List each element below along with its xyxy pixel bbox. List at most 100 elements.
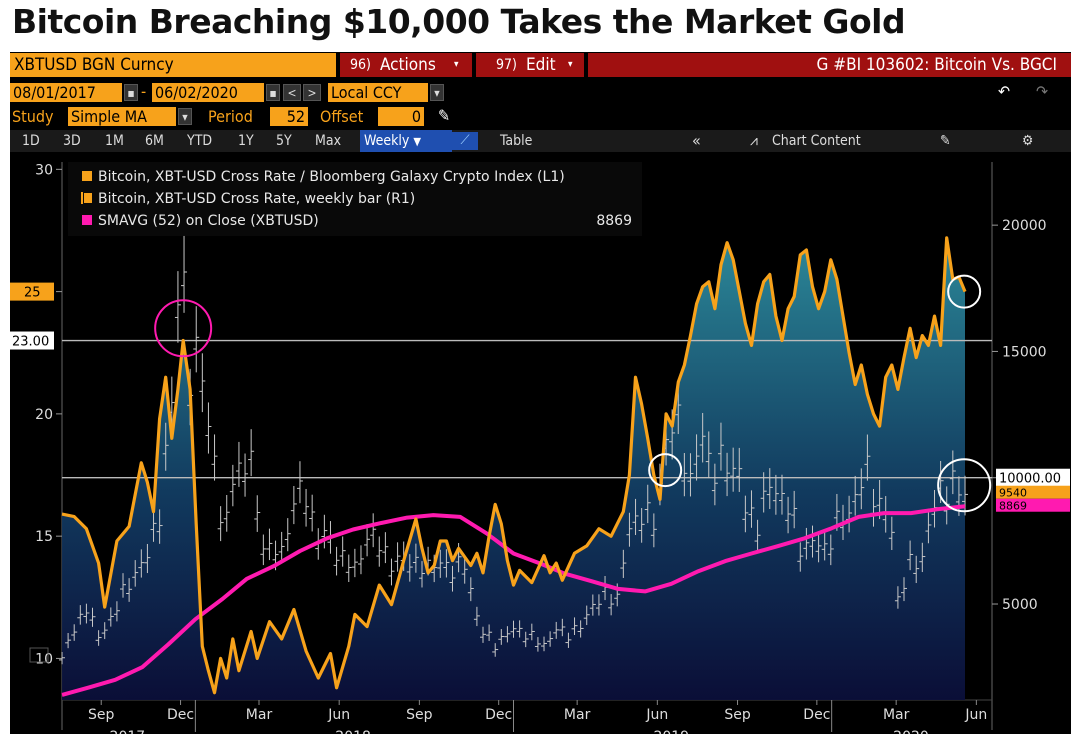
collapse-double-chevron-icon[interactable]: « [692,131,701,150]
highlight-label-box [10,331,54,350]
period-label: Period [208,107,253,126]
currency-select[interactable]: Local CCY [328,83,428,102]
range-1d[interactable]: 1D [22,133,40,149]
legend-entry-label: Bitcoin, XBT-USD Cross Rate / Bloomberg … [98,169,565,185]
x-month-label: Sep [406,707,433,723]
legend-entry-label: SMAVG (52) on Close (XBTUSD) [98,213,319,229]
triangle-down-icon: ▼ [413,135,422,148]
x-month-label: Dec [485,707,512,723]
legend-swatch [84,193,92,203]
table-button[interactable]: Table [500,133,533,149]
x-month-label: Jun [645,707,668,723]
sma-line [61,504,966,697]
right-tick-label: 15000 [1002,344,1047,360]
range-6m[interactable]: 6M [145,133,164,149]
actions-menu-label: Actions [380,55,436,75]
right-tick-label: 20000 [1002,218,1047,234]
left-last-value-label: 25 [24,286,41,301]
actions-menu-button[interactable]: 96) Actions ▾ [340,53,472,77]
legend-swatch [82,215,92,225]
x-month-label: Sep [88,707,115,723]
actions-menu-number: 96) [350,57,371,73]
end-date-field[interactable]: 06/02/2020 [152,83,264,102]
edit-menu-number: 97) [496,57,517,73]
chart-id-title: G #BI 103602: Bitcoin Vs. BGCI [588,53,1071,77]
x-month-label: Mar [883,707,910,723]
zoom-icon [29,647,49,663]
line-chart-icon[interactable]: ⟋ [452,132,478,150]
frequency-select[interactable]: Weekly ▼ [360,130,452,152]
x-month-label: Mar [246,707,273,723]
x-month-label: Jun [327,707,350,723]
chevron-down-icon: ▾ [454,59,459,70]
x-month-label: Mar [564,707,591,723]
highlight-circle [937,458,992,513]
highlight-circle [648,453,683,488]
legend-entry-value: 8869 [596,213,632,229]
study-bar: Study Simple MA ▾ Period 52 Offset 0 ✎ [10,106,1071,128]
undo-icon[interactable]: ↶ [998,82,1011,101]
command-bar: XBTUSD BGN Curncy 96) Actions ▾ 97) Edit… [10,52,1071,78]
range-ytd[interactable]: YTD [187,133,213,149]
date-range-bar: 08/01/2017 ▪ - 06/02/2020 ▪ < > Local CC… [10,80,1071,104]
x-year-label: 2020 [893,729,929,734]
period-field[interactable]: 52 [270,107,308,126]
x-month-label: Dec [167,707,194,723]
redo-icon[interactable]: ↷ [1036,82,1049,101]
chart-headline: Bitcoin Breaching $10,000 Takes the Mark… [12,2,906,41]
study-label: Study [12,107,54,126]
left-last-value-box [10,282,54,301]
highlight-label-box [996,468,1070,487]
frequency-label: Weekly [364,133,410,149]
x-year-label: 2019 [653,729,689,734]
legend-box [68,162,642,236]
highlight-circle [947,274,982,309]
edit-menu-button[interactable]: 97) Edit ▾ [476,53,584,77]
legend-swatch [82,171,92,181]
previous-arrow-icon[interactable]: < [283,84,301,101]
left-tick-label: 10 [35,651,53,667]
x-month-label: Jun [964,707,987,723]
chevron-down-icon[interactable]: ▾ [430,84,444,101]
left-tick-label: 20 [35,407,53,423]
chart-plot: 1015202530500010000150002000023.0010000.… [10,162,1070,734]
left-tick-label: 15 [35,529,53,545]
offset-label: Offset [320,107,364,126]
edit-menu-label: Edit [526,55,556,75]
right-last-value-box [996,485,1070,499]
offset-field[interactable]: 0 [378,107,424,126]
range-3d[interactable]: 3D [63,133,81,149]
chart-content-button[interactable]: Chart Content [772,133,861,149]
ratio-area-fill [62,237,965,701]
start-date-field[interactable]: 08/01/2017 [10,83,122,102]
next-arrow-icon[interactable]: > [303,84,321,101]
range-max[interactable]: Max [315,133,342,149]
chevron-down-icon[interactable]: ▾ [178,108,192,125]
ratio-line [61,236,967,695]
calendar-icon[interactable]: ▪ [124,84,138,101]
gear-icon[interactable]: ⚙ [1022,133,1034,149]
left-tick-label: 30 [35,162,53,178]
ticker-field[interactable]: XBTUSD BGN Curncy [10,53,336,77]
range-5y[interactable]: 5Y [276,133,292,149]
range-toolbar: 1D 3D 1M 6M YTD 1Y 5Y Max Weekly ▼ ⟋ Tab… [10,130,1071,152]
range-1m[interactable]: 1M [105,133,124,149]
date-separator: - [141,82,147,101]
highlight-label: 23.00 [12,335,49,350]
chart-content-icon[interactable]: ⩘ [750,133,758,149]
x-year-label: 2018 [335,729,371,734]
study-select[interactable]: Simple MA [68,107,176,126]
calendar-icon[interactable]: ▪ [266,84,280,101]
x-month-label: Dec [803,707,830,723]
edit-annotation-icon[interactable]: ✎ [940,133,951,149]
range-1y[interactable]: 1Y [238,133,254,149]
right-last-value-label: 8869 [999,500,1027,513]
right-last-value-box [996,498,1070,512]
highlight-label: 10000.00 [999,472,1061,487]
x-year-label: 2017 [110,729,146,734]
chevron-down-icon: ▾ [568,59,573,70]
legend-entry-label: Bitcoin, XBT-USD Cross Rate, weekly bar … [98,191,415,207]
bloomberg-terminal: XBTUSD BGN Curncy 96) Actions ▾ 97) Edit… [10,52,1071,734]
pencil-icon[interactable]: ✎ [438,106,451,125]
right-tick-label: 5000 [1002,597,1038,613]
